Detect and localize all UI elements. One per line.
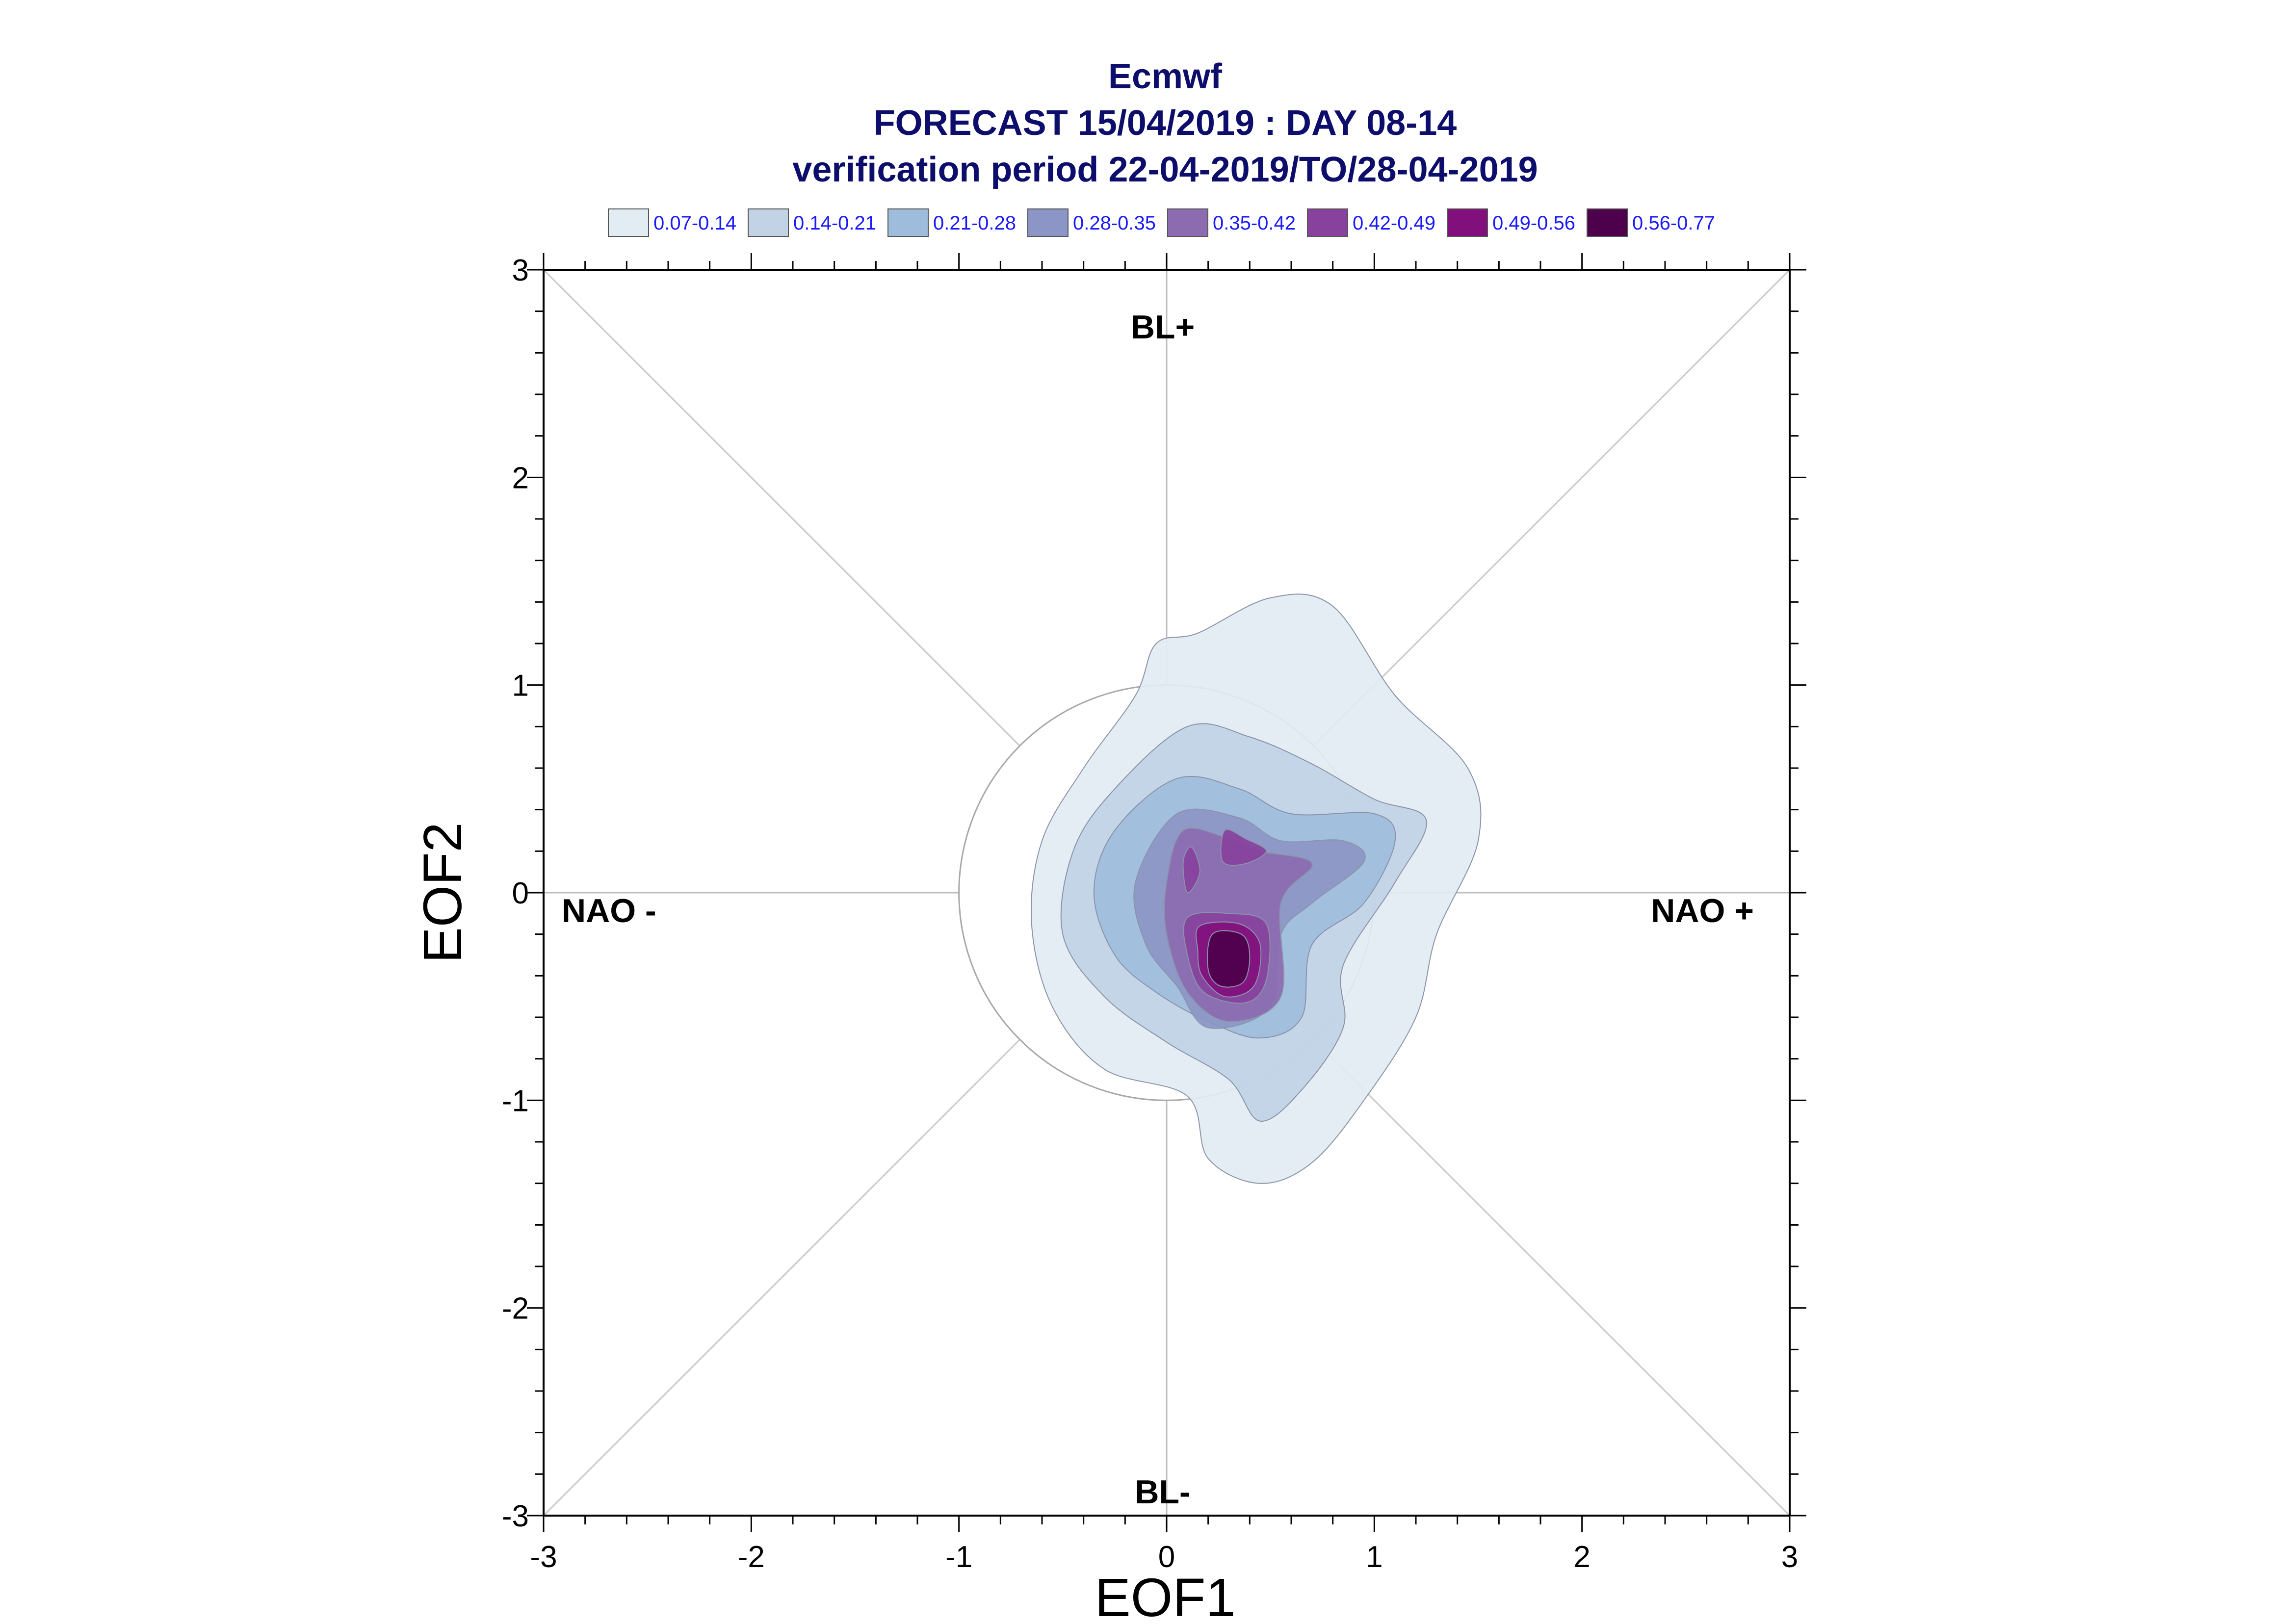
y-tick-label: -2 (502, 1292, 529, 1326)
title-line-1: Ecmwf (1108, 57, 1223, 96)
density-contour (1207, 930, 1251, 988)
y-tick-label: -3 (502, 1499, 529, 1533)
legend-swatch (887, 208, 929, 237)
regime-label-nao-minus: NAO - (562, 892, 656, 929)
legend-label: 0.28-0.35 (1073, 212, 1156, 234)
legend-label: 0.21-0.28 (933, 212, 1016, 234)
title-line-3: verification period 22-04-2019/TO/28-04-… (792, 150, 1538, 189)
y-tick-label: -1 (502, 1084, 529, 1118)
plot-area: -3 -2 -1 0 1 2 3 3 2 1 0 -1 -2 -3 BL+ BL- NAO - NAO +… (413, 253, 1806, 1624)
y-tick-label: 0 (512, 876, 529, 910)
y-tick-label: 3 (512, 254, 529, 287)
x-tick-label: 0 (1158, 1540, 1175, 1574)
x-tick-label: -1 (945, 1540, 972, 1574)
legend-label: 0.07-0.14 (653, 212, 736, 234)
regime-label-nao-plus: NAO + (1651, 892, 1754, 929)
legend-swatch (748, 208, 789, 237)
legend-swatch (1027, 208, 1069, 237)
density-contours (1030, 593, 1482, 1184)
legend-swatch (1587, 208, 1628, 237)
legend-swatch (1307, 208, 1348, 237)
title-line-2: FORECAST 15/04/2019 : DAY 08-14 (874, 103, 1457, 143)
y-tick-label: 2 (512, 461, 529, 495)
legend-swatch (1167, 208, 1208, 237)
x-tick-label: 1 (1366, 1540, 1382, 1574)
regime-label-bl-minus: BL- (1135, 1473, 1190, 1511)
y-axis-title: EOF2 (413, 822, 473, 963)
x-tick-label: 2 (1573, 1540, 1590, 1574)
x-tick-label: 3 (1781, 1540, 1798, 1574)
legend: 0.07-0.14 0.14-0.21 0.21-0.28 0.28-0.35 0.35… (608, 208, 1715, 237)
y-tick-label: 1 (512, 669, 529, 703)
regime-label-bl-plus: BL+ (1131, 309, 1195, 346)
legend-label: 0.42-0.49 (1353, 212, 1435, 234)
legend-label: 0.35-0.42 (1213, 212, 1296, 234)
legend-label: 0.56-0.77 (1632, 212, 1715, 234)
axes: -3 -2 -1 0 1 2 3 3 2 1 0 -1 -2 -3 (502, 253, 1806, 1574)
legend-swatch (608, 208, 649, 237)
x-axis-title: EOF1 (1095, 1568, 1235, 1624)
legend-swatch (1447, 208, 1488, 237)
density-contour (1182, 846, 1200, 894)
regime-labels: BL+ BL- NAO - NAO + (562, 309, 1754, 1511)
legend-label: 0.14-0.21 (793, 212, 876, 234)
x-tick-label: -3 (530, 1540, 557, 1574)
chart-title: Ecmwf FORECAST 15/04/2019 : DAY 08-14 ve… (792, 57, 1538, 189)
legend-label: 0.49-0.56 (1492, 212, 1575, 234)
x-tick-label: -2 (738, 1540, 765, 1574)
density-contour (1220, 829, 1267, 866)
